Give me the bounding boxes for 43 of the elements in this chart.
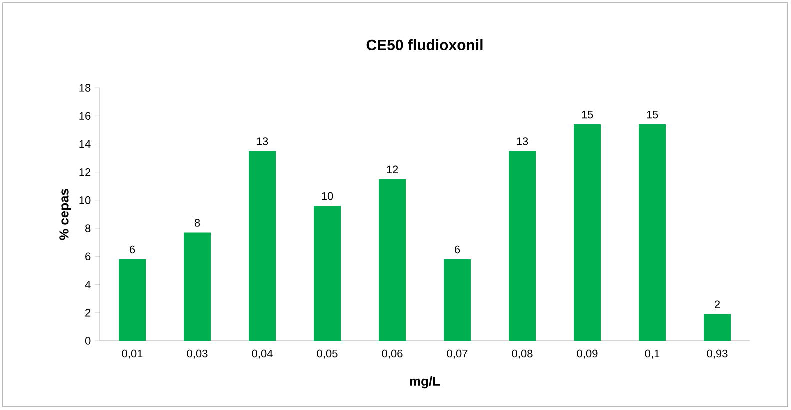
x-axis-title: mg/L [410, 376, 440, 389]
data-label: 6 [455, 246, 460, 254]
bar [509, 151, 536, 341]
y-tick-label: 8 [86, 224, 91, 232]
x-tick-label: 0,1 [645, 350, 660, 359]
data-label: 8 [194, 219, 200, 227]
x-tick-label: 0,04 [252, 350, 273, 359]
data-label: 13 [257, 138, 268, 146]
bar [639, 124, 666, 341]
y-tick-label: 18 [80, 84, 91, 92]
data-label: 12 [387, 166, 398, 174]
x-tick-label: 0,93 [707, 350, 728, 359]
bar [119, 259, 146, 341]
data-label: 15 [582, 111, 594, 119]
x-tick-label: 0,05 [317, 350, 338, 359]
y-tick-label: 6 [86, 252, 91, 261]
data-label: 2 [715, 300, 720, 308]
x-tick-label: 0,06 [382, 350, 403, 359]
y-tick-label: 16 [80, 112, 91, 120]
x-tick-label: 0,08 [512, 350, 533, 359]
y-axis-title: % cepas [60, 189, 72, 240]
y-tick-label: 0 [85, 337, 91, 345]
x-tick-label: 0,07 [447, 350, 468, 359]
x-tick-label: 0,03 [187, 350, 208, 359]
x-tick-label: 0,01 [122, 350, 143, 359]
data-label: 6 [130, 246, 136, 254]
bar [184, 232, 212, 341]
chart-title: CE50 fludioxonil [366, 39, 483, 50]
y-tick-label: 14 [80, 140, 91, 148]
y-tick-label: 10 [80, 196, 91, 204]
y-tick-label: 12 [80, 168, 91, 176]
data-label: 15 [647, 111, 658, 119]
bar [704, 314, 732, 341]
data-label: 10 [322, 192, 334, 200]
bar [444, 259, 472, 341]
data-label: 13 [517, 138, 528, 146]
x-tick-label: 0,09 [577, 350, 598, 359]
bar [379, 179, 406, 341]
bar [574, 124, 602, 341]
bar [249, 151, 276, 341]
bar [314, 206, 342, 341]
y-tick-label: 4 [85, 281, 91, 289]
y-tick-label: 2 [86, 309, 91, 317]
